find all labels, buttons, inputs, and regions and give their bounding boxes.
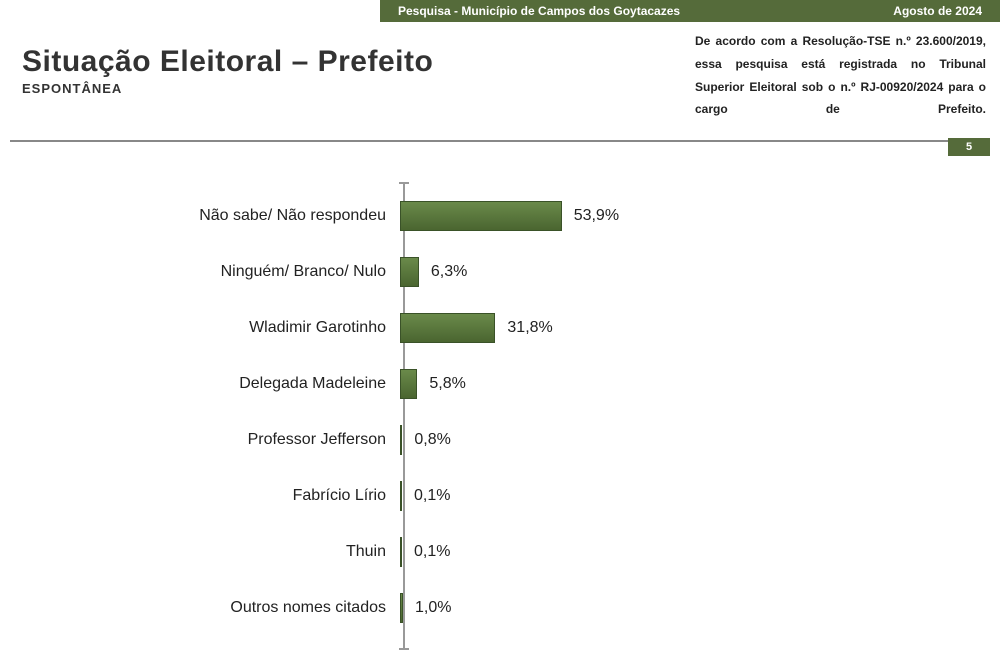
divider xyxy=(10,140,990,142)
chart-value: 1,0% xyxy=(415,599,451,617)
chart-value: 53,9% xyxy=(574,207,619,225)
chart-row-label: Professor Jefferson xyxy=(0,431,400,449)
chart-value: 5,8% xyxy=(429,375,465,393)
chart-value: 31,8% xyxy=(507,319,552,337)
chart-row-label: Thuin xyxy=(0,543,400,561)
chart-row: Fabrício Lírio 0,1% xyxy=(0,477,1000,515)
chart-bar xyxy=(400,313,495,343)
chart-row-label: Não sabe/ Não respondeu xyxy=(0,207,400,225)
chart-value: 0,8% xyxy=(414,431,450,449)
header-left: Pesquisa - Município de Campos dos Goyta… xyxy=(398,4,680,18)
chart-row-label: Ninguém/ Branco/ Nulo xyxy=(0,263,400,281)
chart-row: Ninguém/ Branco/ Nulo 6,3% xyxy=(0,253,1000,291)
bar-chart: Não sabe/ Não respondeu 53,9% Ninguém/ Bra… xyxy=(0,175,1000,639)
chart-value: 6,3% xyxy=(431,263,467,281)
chart-row: Professor Jefferson 0,8% xyxy=(0,421,1000,459)
chart-value: 0,1% xyxy=(414,543,450,561)
title-block: Situação Eleitoral – Prefeito ESPONTÂNEA xyxy=(22,45,433,96)
chart-bar xyxy=(400,425,402,455)
chart-bar xyxy=(400,201,562,231)
chart-row-label: Wladimir Garotinho xyxy=(0,319,400,337)
chart-value: 0,1% xyxy=(414,487,450,505)
chart-row-label: Fabrício Lírio xyxy=(0,487,400,505)
chart-row: Não sabe/ Não respondeu 53,9% xyxy=(0,197,1000,235)
page-subtitle: ESPONTÂNEA xyxy=(22,81,433,96)
chart-bar-wrap: 1,0% xyxy=(400,589,1000,627)
header-right: Agosto de 2024 xyxy=(893,4,982,18)
chart-row-label: Outros nomes citados xyxy=(0,599,400,617)
chart-bar xyxy=(400,257,419,287)
chart-bar-wrap: 6,3% xyxy=(400,253,1000,291)
page-number: 5 xyxy=(948,138,990,156)
chart-row-label: Delegada Madeleine xyxy=(0,375,400,393)
chart-bar-wrap: 0,1% xyxy=(400,533,1000,571)
registration-note: De acordo com a Resolução-TSE n.º 23.600… xyxy=(695,30,986,121)
chart-bar xyxy=(400,537,402,567)
chart-bar xyxy=(400,369,417,399)
chart-bar xyxy=(400,593,403,623)
chart-row: Thuin 0,1% xyxy=(0,533,1000,571)
chart-row: Outros nomes citados 1,0% xyxy=(0,589,1000,627)
chart-bar-wrap: 0,8% xyxy=(400,421,1000,459)
chart-bar-wrap: 5,8% xyxy=(400,365,1000,403)
chart-bar-wrap: 0,1% xyxy=(400,477,1000,515)
chart-bar-wrap: 31,8% xyxy=(400,309,1000,347)
header-bar: Pesquisa - Município de Campos dos Goyta… xyxy=(380,0,1000,22)
chart-bar-wrap: 53,9% xyxy=(400,197,1000,235)
chart-row: Delegada Madeleine 5,8% xyxy=(0,365,1000,403)
chart-bar xyxy=(400,481,402,511)
chart-row: Wladimir Garotinho 31,8% xyxy=(0,309,1000,347)
page-title: Situação Eleitoral – Prefeito xyxy=(22,45,433,79)
